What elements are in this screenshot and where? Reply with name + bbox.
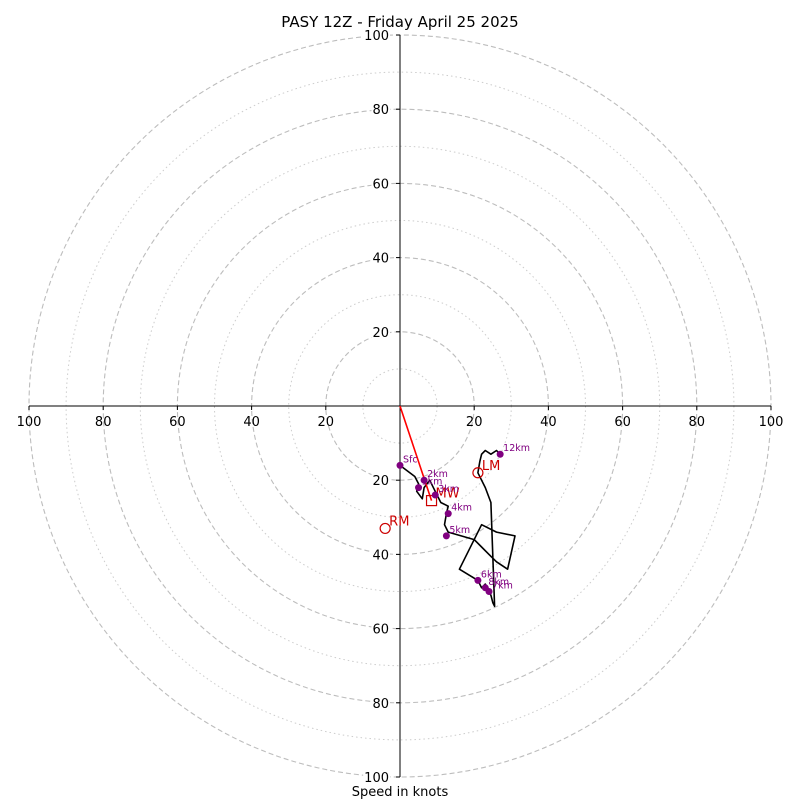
height-marker-label: 8km [488, 577, 509, 588]
x-tick-label: 20 [318, 415, 335, 430]
height-marker-label: 1km [422, 477, 443, 488]
wind-trace-line [399, 449, 516, 608]
height-marker-label: 7km [492, 581, 513, 592]
y-tick-label: 100 [364, 771, 389, 786]
y-tick-label-background [371, 177, 390, 193]
height-marker-label: 5km [449, 525, 470, 536]
storm-motion-rm-marker [379, 522, 391, 535]
y-tick-label-background [371, 103, 390, 119]
storm-motion-rm-label: RM [389, 514, 409, 529]
height-marker-point [415, 484, 423, 492]
height-marker-label: 3km [438, 484, 459, 495]
height-marker-point [474, 576, 482, 584]
storm-motion-mw-marker [425, 495, 438, 507]
height-marker-point [496, 450, 504, 458]
x-tick-label: 100 [17, 415, 42, 430]
x-tick-label: 100 [759, 415, 784, 430]
y-tick-label-background [371, 474, 390, 490]
shear-vector-line [399, 405, 433, 501]
y-tick-label: 100 [364, 29, 389, 44]
storm-motion-layer: LM RM MW [379, 459, 500, 535]
x-tick-label: 60 [614, 415, 631, 430]
axis-tick-labels: 100 80 60 40 20 20 40 60 80 100 100 80 60 40 20 20 40 60 8… [17, 29, 784, 786]
y-tick-label-background [371, 325, 390, 341]
height-marker-label: 12km [503, 443, 530, 454]
y-tick-label-background [371, 251, 390, 267]
chart-title: PASY 12Z - Friday April 25 2025 [281, 13, 518, 31]
y-tick-label: 40 [372, 548, 389, 563]
y-tick-label: 80 [372, 697, 389, 712]
y-tick-label-background [363, 29, 390, 44]
y-tick-label: 20 [372, 474, 389, 489]
x-tick-label: 40 [243, 415, 260, 430]
height-marker-point [420, 476, 428, 484]
y-tick-label-background [363, 771, 390, 786]
y-tick-label: 80 [372, 103, 389, 118]
y-tick-label: 60 [372, 177, 389, 192]
x-tick-label: 20 [466, 415, 483, 430]
x-tick-label: 80 [95, 415, 112, 430]
x-axis-label: Speed in knots [352, 785, 449, 800]
storm-motion-mw-label: MW [436, 487, 460, 502]
y-tick-label: 20 [372, 326, 389, 341]
y-tick-label: 60 [372, 623, 389, 638]
height-marker-point [396, 461, 404, 469]
y-tick-label-background [371, 622, 390, 638]
height-marker-point [481, 584, 489, 592]
x-tick-label: 80 [689, 415, 706, 430]
height-marker-label: Sfc [403, 454, 418, 465]
height-marker-point [444, 510, 452, 518]
height-marker-label: 2km [427, 469, 448, 480]
height-marker-point [442, 532, 450, 540]
height-marker-label: 4km [451, 503, 472, 514]
height-marker-label: 6km [481, 569, 502, 580]
storm-motion-lm-marker [472, 467, 484, 479]
y-tick-label-background [371, 548, 390, 564]
y-tick-label: 40 [372, 252, 389, 267]
x-tick-label: 60 [169, 415, 186, 430]
height-marker-point [431, 491, 439, 499]
x-tick-label: 40 [540, 415, 557, 430]
y-tick-label-background [371, 696, 390, 712]
storm-motion-lm-label: LM [482, 459, 500, 474]
wind-trace-layer [399, 405, 516, 608]
